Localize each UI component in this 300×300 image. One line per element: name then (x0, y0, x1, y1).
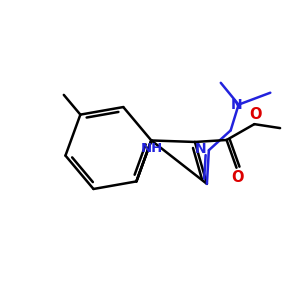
Text: O: O (249, 107, 262, 122)
Text: N: N (231, 98, 242, 112)
Text: O: O (231, 170, 244, 185)
Text: N: N (195, 142, 207, 156)
Text: NH: NH (141, 142, 164, 155)
